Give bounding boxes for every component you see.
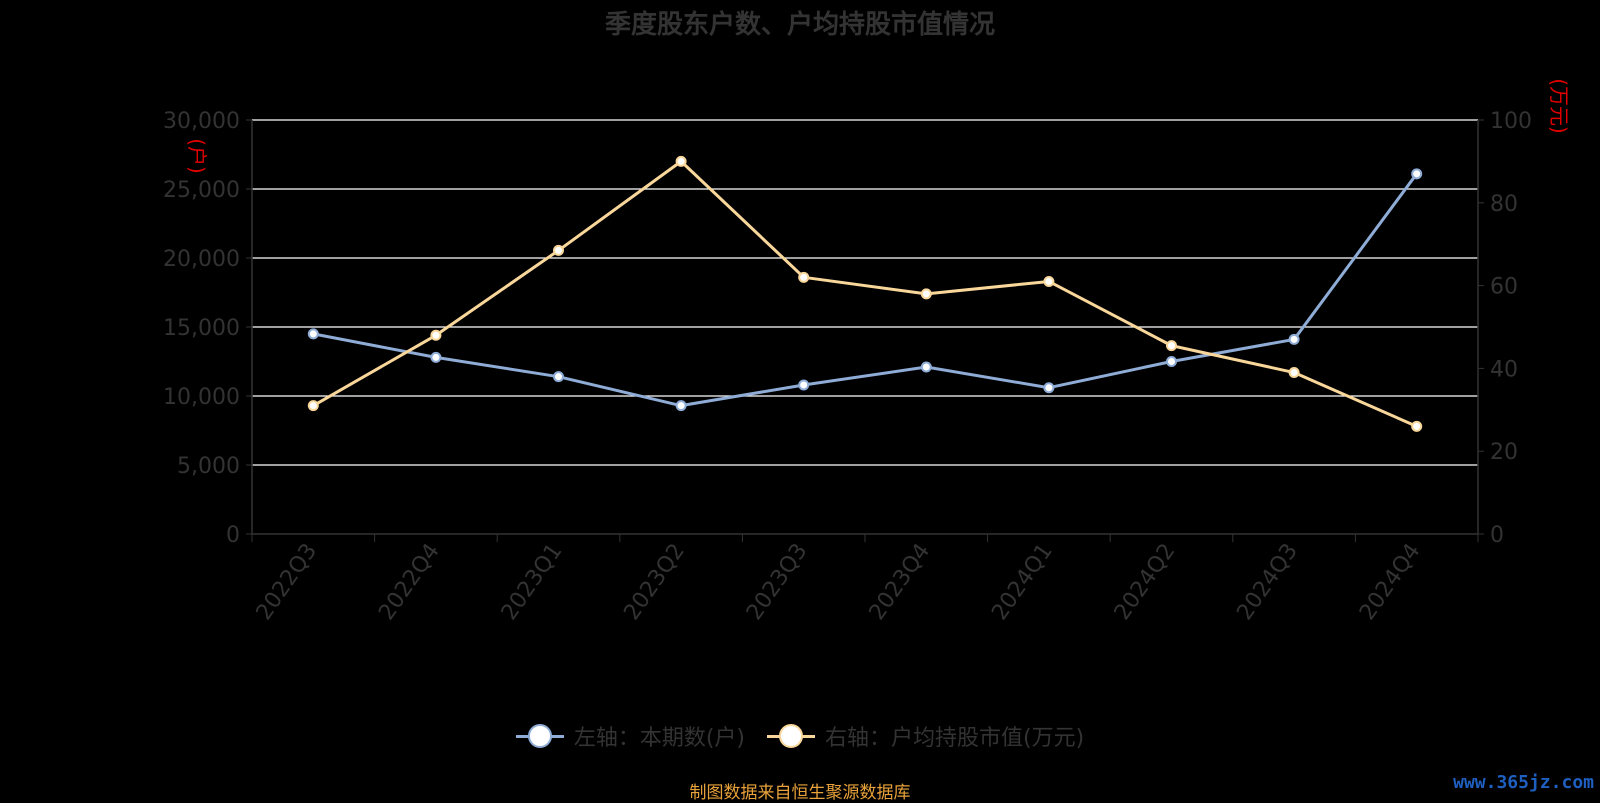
x-tick-label: 2023Q3 [742,539,813,625]
data-point-left [1411,168,1423,180]
right-axis-ticks: 0 20 40 60 80 100 [1478,109,1532,548]
x-tick-label: 2023Q2 [619,539,690,625]
data-point-right [798,271,810,283]
x-tick-label: 2022Q4 [374,539,445,625]
right-tick-label: 100 [1490,109,1532,134]
x-tick-label: 2023Q1 [497,539,568,625]
left-axis-unit-label: (户) [185,138,209,174]
x-tick-label: 2023Q4 [865,539,936,625]
data-point-right [430,329,442,341]
series-line-left [313,172,1418,408]
left-tick-label: 15,000 [163,316,240,341]
right-tick-label: 20 [1490,440,1518,465]
data-point-right [675,155,687,167]
watermark: www.365jz.com [1453,772,1594,793]
data-point-left [920,361,932,373]
legend-left-series-label: 左轴：本期数(户) [573,726,745,751]
data-point-right [1288,367,1300,379]
left-tick-label: 30,000 [163,109,240,134]
legend-right-series-label: 右轴：户均持股市值(万元) [825,726,1085,751]
data-point-left [1288,333,1300,345]
data-point-left [675,400,687,412]
data-point-left [553,371,564,383]
data-point-right [307,400,319,412]
legend-item-left-series[interactable]: 左轴：本期数(户) [515,720,745,752]
right-tick-label: 0 [1490,523,1504,548]
left-tick-label: 25,000 [163,178,240,203]
legend-right-series-icon [767,724,815,748]
data-point-right [553,244,564,256]
gridlines [252,119,1478,466]
right-tick-label: 60 [1490,275,1518,300]
legend-item-right-series[interactable]: 右轴：户均持股市值(万元) [767,720,1084,752]
legend: 左轴：本期数(户) 右轴：户均持股市值(万元) [0,720,1600,752]
data-point-left [1166,356,1177,367]
left-tick-label: 5,000 [177,454,240,479]
data-point-left [798,379,810,391]
data-point-left [430,351,442,363]
x-tick-label: 2024Q3 [1232,539,1303,625]
legend-left-series-icon [515,724,564,748]
left-tick-label: 20,000 [163,247,240,272]
data-point-right [1166,340,1177,352]
chart-title: 季度股东户数、户均持股市值情况 [604,10,995,40]
data-point-right [1043,275,1055,287]
right-axis-unit-label: (万元) [1547,78,1571,134]
series-line-right [312,159,1418,428]
right-tick-label: 40 [1490,357,1518,382]
chart-svg: 0 5,000 10,000 15,000 20,000 25,000 30,000 0 20… [163,78,1571,625]
x-tick-label: 2024Q2 [1110,539,1181,625]
data-source-note: 制图数据来自恒生聚源数据库 [689,783,911,803]
x-axis-ticks: 2022Q3 2022Q4 2023Q1 2023Q2 2023Q3 2023Q4 2024… [251,534,1479,625]
left-tick-label: 0 [226,523,240,548]
data-point-left [1043,382,1055,394]
series-layer [307,155,1423,432]
data-point-right [920,288,932,300]
x-tick-label: 2022Q3 [252,539,323,625]
left-axis-ticks: 0 5,000 10,000 15,000 20,000 25,000 30,000 [163,109,252,548]
left-tick-label: 10,000 [163,385,240,410]
data-point-left [307,328,319,340]
x-tick-label: 2024Q4 [1355,539,1426,625]
x-tick-label: 2024Q1 [987,539,1058,625]
right-tick-label: 80 [1490,192,1518,217]
data-point-right [1411,420,1423,432]
